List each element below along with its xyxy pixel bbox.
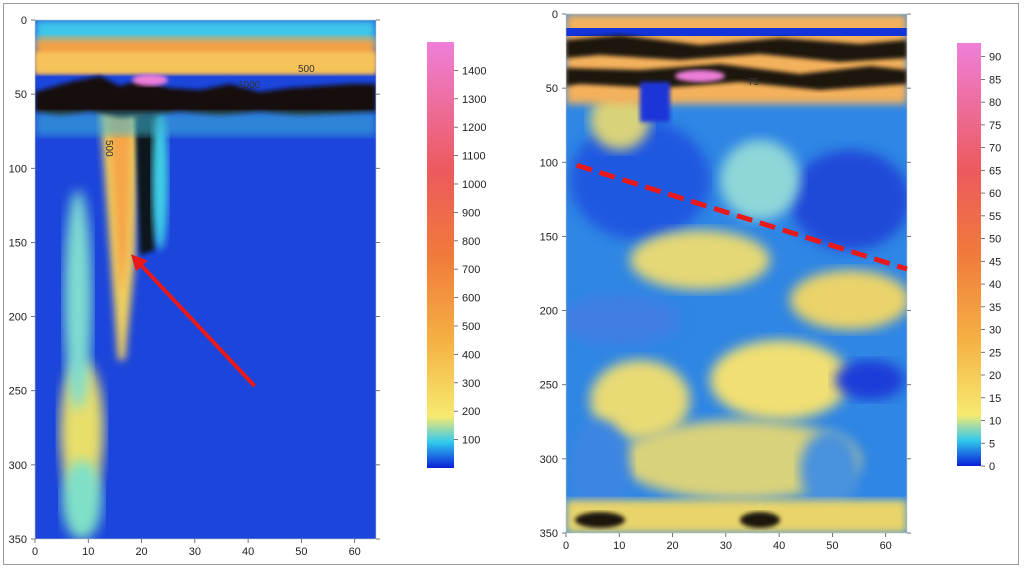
- x-tick-label: 0: [563, 540, 569, 552]
- colorbar-tick-label: 25: [989, 347, 1001, 359]
- colorbar-tick-label: 900: [462, 207, 480, 219]
- y-tick-label: 150: [9, 237, 27, 249]
- colorbar-tick-label: 600: [462, 293, 480, 305]
- colorbar-tick-label: 15: [989, 393, 1001, 405]
- colorbar-tick-label: 35: [989, 302, 1001, 314]
- right-red-dashed-line: [575, 162, 908, 272]
- colorbar-tick-label: 300: [462, 378, 480, 390]
- colorbar-tick-label: 1100: [462, 151, 486, 163]
- figure-frame: [3, 3, 1019, 565]
- right-axes: 0 10 20 30 40 50 60 0 50 100 150 200 250 300 350: [540, 9, 911, 552]
- colorbar-tick-label: 80: [989, 97, 1001, 109]
- colorbar-tick-label: 700: [462, 264, 480, 276]
- right-heatmap: 75: [566, 14, 907, 533]
- left-red-arrow: [139, 263, 256, 387]
- y-tick-label: 100: [540, 157, 558, 169]
- colorbar-tick-label: 200: [462, 406, 480, 418]
- right-plot-border: [565, 13, 908, 534]
- x-tick-label: 60: [349, 546, 361, 558]
- y-tick-label: 300: [9, 460, 27, 472]
- colorbar-tick-label: 55: [989, 211, 1001, 223]
- colorbar-tick-label: 5: [989, 438, 995, 450]
- left-plot-border: [34, 19, 377, 540]
- colorbar-tick-label: 75: [989, 120, 1001, 132]
- y-tick-label: 200: [9, 312, 27, 324]
- x-tick-label: 50: [826, 540, 838, 552]
- y-tick-label: 100: [9, 163, 27, 175]
- colorbar-tick-label: 1400: [462, 65, 486, 77]
- colorbar-tick-label: 65: [989, 165, 1001, 177]
- x-tick-label: 60: [880, 540, 892, 552]
- right-colorbar-ticks: 0 5 10 15 20 25 30 35 40 45 50 55 60 65 70 75 80 85 90: [981, 52, 1001, 473]
- colorbar-tick-label: 60: [989, 188, 1001, 200]
- y-tick-label: 150: [540, 231, 558, 243]
- colorbar-tick-label: 70: [989, 143, 1001, 155]
- contour-label-1000: 1000: [238, 80, 261, 91]
- colorbar-tick-label: 0: [989, 461, 995, 473]
- x-tick-label: 10: [82, 546, 94, 558]
- colorbar-tick-label: 45: [989, 256, 1001, 268]
- x-tick-label: 10: [613, 540, 625, 552]
- x-tick-label: 40: [773, 540, 785, 552]
- colorbar-tick-label: 400: [462, 349, 480, 361]
- y-tick-label: 300: [540, 454, 558, 466]
- colorbar-tick-label: 30: [989, 325, 1001, 337]
- x-tick-label: 0: [32, 546, 38, 558]
- right-colorbar: [957, 43, 981, 466]
- left-axes: 0 10 20 30 40 50 60 0 50 100 150 200 250 300 350: [9, 15, 380, 558]
- colorbar-tick-label: 1000: [462, 179, 486, 191]
- colorbar-tick-label: 1300: [462, 94, 486, 106]
- colorbar-tick-label: 800: [462, 236, 480, 248]
- x-tick-label: 20: [135, 546, 147, 558]
- colorbar-tick-label: 40: [989, 279, 1001, 291]
- colorbar-tick-label: 50: [989, 234, 1001, 246]
- y-tick-label: 50: [546, 83, 558, 95]
- colorbar-tick-label: 90: [989, 52, 1001, 64]
- colorbar-tick-label: 85: [989, 74, 1001, 86]
- y-tick-label: 350: [9, 534, 27, 546]
- y-tick-label: 250: [540, 380, 558, 392]
- left-heatmap: 500 1000 500: [35, 20, 376, 539]
- contour-label-500b: 500: [103, 140, 114, 157]
- y-tick-label: 200: [540, 306, 558, 318]
- colorbar-tick-label: 20: [989, 370, 1001, 382]
- x-tick-label: 40: [242, 546, 254, 558]
- colorbar-tick-label: 1200: [462, 122, 486, 134]
- y-tick-label: 350: [540, 528, 558, 540]
- contour-label-500: 500: [298, 64, 315, 75]
- x-tick-label: 30: [720, 540, 732, 552]
- left-red-arrowhead: [130, 254, 148, 272]
- contour-label-75: 75: [748, 77, 760, 88]
- y-tick-label: 0: [21, 15, 27, 27]
- y-tick-label: 50: [15, 89, 27, 101]
- x-tick-label: 20: [666, 540, 678, 552]
- colorbar-tick-label: 500: [462, 321, 480, 333]
- x-tick-label: 30: [189, 546, 201, 558]
- x-tick-label: 50: [295, 546, 307, 558]
- left-colorbar: [427, 42, 454, 468]
- colorbar-tick-label: 10: [989, 416, 1001, 428]
- y-tick-label: 0: [552, 9, 558, 21]
- y-tick-label: 250: [9, 386, 27, 398]
- colorbar-tick-label: 100: [462, 435, 480, 447]
- left-colorbar-ticks: 100 200 300 400 500 600 700 800 900 1000 1100 1200 1…: [454, 65, 486, 447]
